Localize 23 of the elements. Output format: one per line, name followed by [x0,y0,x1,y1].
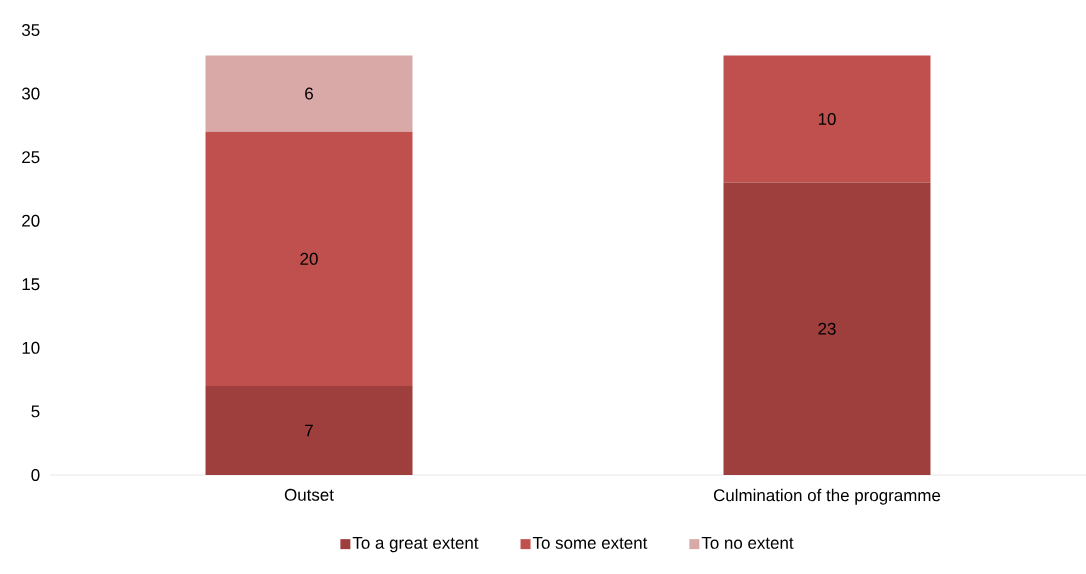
y-tick-label: 0 [31,469,40,481]
legend-label: To no extent [701,537,794,549]
y-tick-label: 10 [22,341,40,354]
data-label: 6 [305,87,313,100]
y-tick-label: 30 [21,87,40,100]
y-tick-label: 25 [22,151,40,164]
data-label: 7 [305,424,313,437]
data-label: 20 [300,252,318,265]
legend-label: To some extent [532,537,648,549]
data-label: 10 [818,113,836,125]
y-tick-label: 20 [22,214,40,227]
bar [205,386,413,475]
y-tick-label: 5 [31,405,40,418]
x-tick-label: Outset [284,488,334,501]
y-tick-label: 15 [22,278,40,291]
bar [723,55,931,183]
bar [205,55,413,132]
bar [723,182,931,475]
x-tick-label: Culmination of the programme [713,488,941,505]
data-label: 23 [818,322,836,335]
legend-label: To a great extent [352,537,479,553]
bar [205,131,413,386]
y-tick-label: 35 [21,24,40,36]
